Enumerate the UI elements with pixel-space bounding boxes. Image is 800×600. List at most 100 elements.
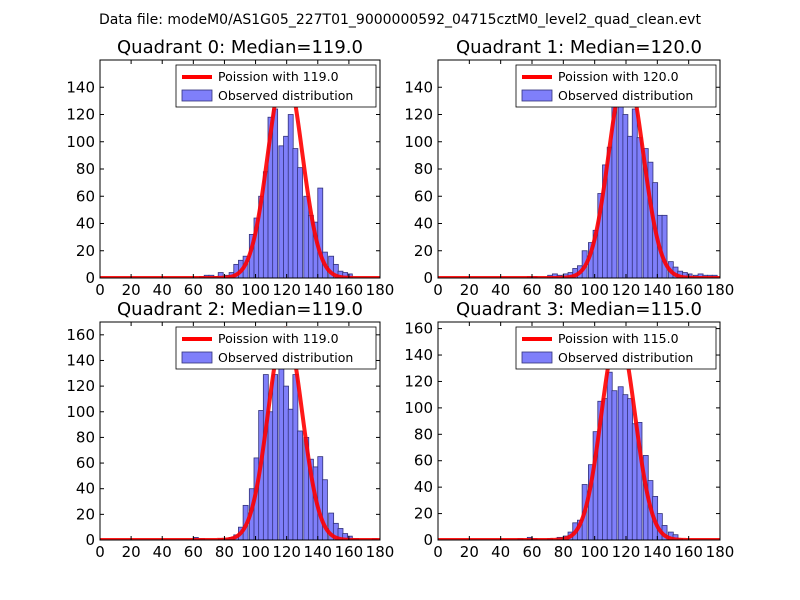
- x-tick-label: 80: [554, 281, 573, 299]
- histogram-bar: [278, 348, 285, 540]
- plot-area: [100, 326, 380, 540]
- y-tick-label: 20: [414, 505, 433, 523]
- y-tick-label: 60: [414, 187, 433, 205]
- legend: Poission with 119.0 Observed distribution: [175, 64, 377, 108]
- figure-title: Data file: modeM0/AS1G05_227T01_90000005…: [99, 12, 701, 28]
- legend-bar-label: Observed distribution: [218, 350, 353, 365]
- y-tick-label: 60: [76, 454, 95, 472]
- legend-bar-swatch: [521, 351, 553, 364]
- legend-bar-swatch: [181, 351, 213, 364]
- histogram-bar: [283, 135, 289, 278]
- histogram-bar: [267, 411, 274, 540]
- plot-area: [100, 67, 380, 278]
- legend: Poission with 119.0 Observed distribution: [175, 326, 377, 370]
- x-tick-label: 100: [241, 543, 270, 561]
- histogram-bar: [622, 394, 629, 540]
- histogram-bar: [272, 108, 279, 278]
- x-tick-label: 160: [335, 543, 364, 561]
- x-tick-label: 180: [706, 281, 735, 299]
- x-tick-label: 20: [460, 543, 479, 561]
- histogram-bar: [287, 114, 294, 278]
- y-tick-label: 0: [423, 531, 433, 549]
- x-tick-label: 120: [612, 281, 641, 299]
- y-tick-label: 140: [404, 78, 433, 96]
- histogram-bar: [631, 108, 638, 278]
- x-tick-label: 140: [643, 281, 672, 299]
- histogram-bar: [617, 386, 624, 540]
- y-tick-label: 140: [404, 346, 433, 364]
- histogram-bar: [292, 374, 299, 540]
- y-tick-label: 40: [414, 215, 433, 233]
- x-tick-label: 140: [303, 543, 332, 561]
- x-tick-label: 100: [580, 543, 609, 561]
- poisson-curve: [438, 330, 720, 540]
- y-tick-label: 0: [423, 269, 433, 287]
- histogram-bar: [297, 167, 303, 278]
- legend: Poission with 120.0 Observed distribution: [515, 64, 717, 108]
- x-tick-label: 60: [522, 281, 541, 299]
- x-tick-label: 40: [153, 281, 172, 299]
- x-tick-label: 180: [706, 543, 735, 561]
- x-tick-label: 140: [643, 543, 672, 561]
- legend-line-label: Poission with 119.0: [218, 69, 339, 84]
- legend-line-label: Poission with 115.0: [558, 331, 679, 346]
- poisson-curve: [438, 68, 720, 278]
- y-tick-label: 160: [66, 326, 95, 344]
- y-tick-label: 100: [66, 133, 95, 151]
- panel-quadrant-2: Quadrant 2: Median=119.00 20 40 60 80 100 120 1…: [66, 299, 394, 561]
- histogram-bar: [283, 385, 289, 540]
- histogram-bar: [602, 398, 608, 540]
- x-tick-label: 20: [122, 281, 141, 299]
- x-tick-label: 80: [215, 543, 234, 561]
- y-tick-label: 120: [66, 377, 95, 395]
- x-tick-label: 0: [95, 281, 105, 299]
- histogram-bar: [627, 135, 633, 278]
- panel-quadrant-0: Quadrant 0: Median=119.00 20 40 60 80 100 120 1…: [66, 37, 394, 299]
- y-tick-label: 60: [76, 187, 95, 205]
- y-tick-label: 80: [76, 160, 95, 178]
- y-tick-label: 0: [85, 531, 95, 549]
- x-tick-label: 180: [366, 281, 395, 299]
- y-tick-label: 40: [76, 215, 95, 233]
- x-tick-label: 160: [335, 281, 364, 299]
- y-tick-label: 20: [76, 505, 95, 523]
- histogram-bar: [622, 114, 629, 278]
- histogram-bar: [262, 374, 269, 540]
- y-tick-label: 60: [414, 452, 433, 470]
- x-tick-label: 40: [491, 281, 510, 299]
- poisson-curve: [100, 326, 380, 540]
- x-tick-label: 0: [433, 281, 443, 299]
- histogram-bar: [611, 390, 618, 540]
- x-tick-label: 180: [366, 543, 395, 561]
- x-tick-label: 120: [272, 281, 301, 299]
- x-tick-label: 140: [303, 281, 332, 299]
- x-tick-label: 0: [95, 543, 105, 561]
- legend-bar-label: Observed distribution: [218, 88, 353, 103]
- x-tick-label: 20: [460, 281, 479, 299]
- histogram-bar: [303, 195, 310, 278]
- axes-frame: [437, 321, 721, 541]
- histogram-bar: [297, 430, 303, 540]
- x-tick-label: 120: [272, 543, 301, 561]
- panel-title: Quadrant 3: Median=115.0: [456, 299, 702, 320]
- x-tick-label: 0: [433, 543, 443, 561]
- x-tick-label: 80: [554, 543, 573, 561]
- histogram-bar: [317, 187, 324, 278]
- y-tick-label: 0: [85, 269, 95, 287]
- legend-line-label: Poission with 119.0: [218, 331, 339, 346]
- histogram-bar: [606, 371, 613, 540]
- poisson-curve: [100, 67, 380, 278]
- histogram-bar: [627, 398, 633, 540]
- y-tick-label: 100: [404, 133, 433, 151]
- y-tick-label: 80: [76, 428, 95, 446]
- y-tick-label: 120: [66, 106, 95, 124]
- y-tick-label: 140: [66, 78, 95, 96]
- panel-title: Quadrant 2: Median=119.0: [117, 299, 363, 320]
- x-tick-label: 100: [241, 281, 270, 299]
- legend-bar-label: Observed distribution: [558, 88, 693, 103]
- legend-bar-label: Observed distribution: [558, 350, 693, 365]
- y-tick-label: 20: [414, 242, 433, 260]
- histogram-bar: [278, 145, 285, 278]
- legend-line-label: Poission with 120.0: [558, 69, 679, 84]
